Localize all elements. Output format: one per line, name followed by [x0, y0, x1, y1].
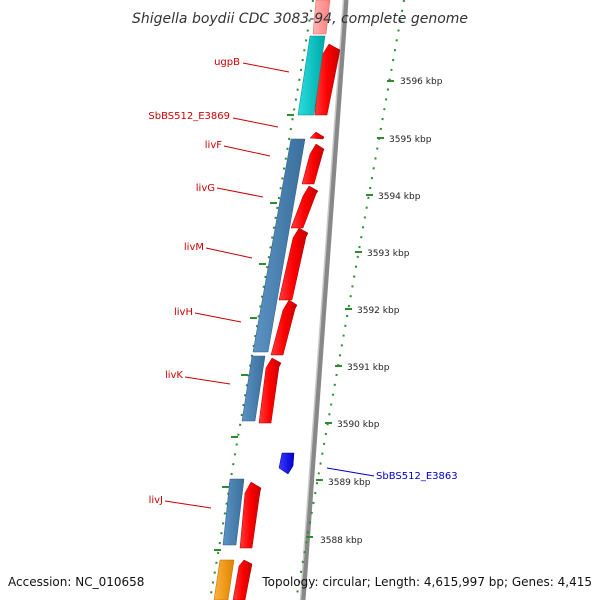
gene-livM[interactable]	[278, 227, 309, 301]
scale-tick-label: 3592 kbp	[357, 306, 400, 316]
gene-label-ugpB[interactable]: ugpB	[214, 57, 240, 68]
gene-SbBS512_E3863[interactable]	[278, 452, 295, 475]
gene-labels: ugpB SbBS512_E3869 livF livG livM livH l…	[148, 57, 457, 506]
scale-tick-labels: 3596 kbp 3595 kbp 3594 kbp 3593 kbp 3592…	[320, 77, 443, 546]
gene-label-livJ[interactable]: livJ	[149, 495, 163, 506]
scale-tick-label: 3596 kbp	[400, 77, 443, 87]
scale-tick-label: 3595 kbp	[389, 135, 432, 145]
gene-label-livF[interactable]: livF	[205, 140, 222, 151]
backbone-ring-highlight	[299, 0, 345, 600]
gene-top-pink[interactable]	[312, 0, 331, 35]
scale-tick-label: 3588 kbp	[320, 536, 363, 546]
gene-label-livK[interactable]: livK	[165, 370, 183, 381]
gene-SbBS512_E3869[interactable]	[309, 131, 325, 140]
gene-livJ[interactable]	[239, 481, 262, 549]
gene-label-livM[interactable]: livM	[184, 242, 204, 253]
accession-text: Accession: NC_010658	[8, 575, 144, 589]
forward-strand-genes	[232, 43, 341, 600]
inner-ruler-ticks	[214, 114, 294, 551]
gene-livJ-reverse[interactable]	[222, 478, 245, 546]
gene-label-SbBS512_E3869[interactable]: SbBS512_E3869	[148, 111, 230, 122]
gene-label-SbBS512_E3863[interactable]: SbBS512_E3863	[376, 471, 458, 482]
backbone-ring	[300, 0, 349, 600]
gene-bottom-orange[interactable]	[213, 559, 235, 600]
inner-dotted-ring	[209, 0, 314, 600]
outer-ruler-ticks	[306, 80, 394, 538]
scale-tick-label: 3590 kbp	[337, 420, 380, 430]
reverse-strand-genes	[213, 0, 331, 600]
scale-tick-label: 3589 kbp	[328, 478, 371, 488]
map-title: Shigella boydii CDC 3083-94, complete ge…	[132, 11, 468, 27]
gene-livFGMHK-operon[interactable]	[252, 138, 306, 353]
gene-livF[interactable]	[301, 143, 325, 185]
gene-label-livG[interactable]: livG	[196, 183, 215, 194]
label-leader-lines	[164, 62, 290, 509]
gene-ugpB-reverse[interactable]	[297, 35, 326, 116]
scale-tick-label: 3591 kbp	[347, 363, 390, 373]
gene-label-livH[interactable]: livH	[174, 307, 193, 318]
outer-dotted-ring	[295, 0, 405, 600]
gene-bottom-forward[interactable]	[232, 559, 253, 600]
label-leader-line-blue	[326, 467, 375, 477]
gene-livK-reverse[interactable]	[241, 355, 266, 422]
gene-livK[interactable]	[258, 357, 282, 424]
gene-livG[interactable]	[290, 185, 319, 229]
gene-livH[interactable]	[270, 299, 298, 356]
topology-text: Topology: circular; Length: 4,615,997 bp…	[261, 575, 592, 589]
scale-tick-label: 3594 kbp	[378, 192, 421, 202]
scale-tick-label: 3593 kbp	[367, 249, 410, 259]
